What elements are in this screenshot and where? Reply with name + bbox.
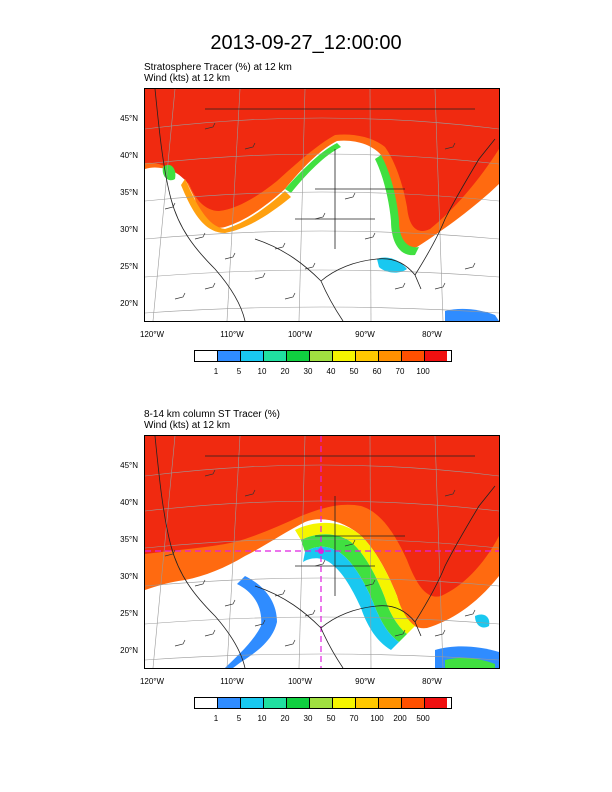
colorbar-swatch	[379, 698, 402, 708]
panel1-tracer-edge-east	[375, 155, 419, 256]
panel1-lat-label: 45°N	[120, 114, 138, 123]
panel2-lon-label: 120°W	[139, 677, 165, 686]
colorbar-swatch	[287, 698, 310, 708]
panel1-tracer-cyan-patch	[377, 257, 407, 273]
panel2-colorbar-label: 20	[280, 714, 290, 723]
panel1-lon-label: 80°W	[422, 330, 442, 339]
panel2-colorbar-label: 30	[303, 714, 313, 723]
panel2-reference-point	[318, 548, 324, 554]
panel1-subtitle-wind: Wind (kts) at 12 km	[144, 73, 231, 84]
panel2-lat-label: 45°N	[120, 461, 138, 470]
colorbar-swatch	[333, 351, 356, 361]
panel1-coastlines	[154, 89, 496, 321]
panel1-subtitle-tracer: Stratosphere Tracer (%) at 12 km	[144, 62, 292, 73]
panel1-colorbar-label: 1	[213, 367, 219, 376]
panel2-colorbar	[194, 697, 452, 709]
panel2-tracer-blue-arm	[225, 576, 277, 668]
plot-title: 2013-09-27_12:00:00	[210, 32, 402, 54]
panel2-colorbar-label: 200	[393, 714, 407, 723]
colorbar-swatch	[264, 698, 287, 708]
panel2-colorbar-label: 50	[326, 714, 336, 723]
panel2-lat-label: 40°N	[120, 498, 138, 507]
panel2-tracer-cyan-patch-southeast	[475, 614, 490, 628]
panel1-colorbar-label: 40	[326, 367, 336, 376]
colorbar-swatch	[287, 351, 310, 361]
panel1-lon-label: 100°W	[287, 330, 313, 339]
panel1-tracer-blue-patch	[445, 308, 499, 321]
panel1-colorbar-label: 50	[349, 367, 359, 376]
colorbar-swatch	[402, 698, 425, 708]
panel1-tracer-max-region	[145, 89, 499, 231]
colorbar-swatch	[356, 698, 379, 708]
panel1-lat-label: 30°N	[120, 225, 138, 234]
panel1-tracer-edge-green	[285, 143, 341, 193]
panel2-colorbar-label: 10	[257, 714, 267, 723]
colorbar-swatch	[333, 698, 356, 708]
colorbar-swatch	[425, 351, 447, 361]
panel2-colorbar-label: 5	[236, 714, 242, 723]
panel1-colorbar-label: 20	[280, 367, 290, 376]
panel2-wind-barbs	[164, 469, 476, 647]
panel2-map-svg	[145, 436, 499, 668]
panel1-lat-label: 35°N	[120, 188, 138, 197]
panel2-lat-label: 35°N	[120, 535, 138, 544]
colorbar-swatch	[356, 351, 379, 361]
panel1-colorbar-label: 30	[303, 367, 313, 376]
panel1-colorbar-label: 10	[257, 367, 267, 376]
colorbar-swatch	[264, 351, 287, 361]
panel2-lon-label: 110°W	[220, 677, 244, 686]
colorbar-swatch	[402, 351, 425, 361]
colorbar-swatch	[425, 698, 447, 708]
panel2-lat-label: 30°N	[120, 572, 138, 581]
panel2-tracer-max-region	[145, 436, 499, 597]
panel2-subtitle-tracer: 8-14 km column ST Tracer (%)	[144, 409, 280, 420]
panel1-tracer-edge-west	[181, 179, 291, 233]
panel2-colorbar-label: 500	[416, 714, 430, 723]
panel2-lat-label: 20°N	[120, 646, 138, 655]
panel1-colorbar-label: 100	[416, 367, 430, 376]
colorbar-swatch	[195, 698, 218, 708]
panel1-colorbar-label: 60	[372, 367, 382, 376]
colorbar-swatch	[310, 698, 333, 708]
panel2-subtitle-wind: Wind (kts) at 12 km	[144, 420, 231, 431]
panel2-graticule	[145, 436, 499, 668]
panel2-colorbar-label: 70	[349, 714, 359, 723]
panel1-graticule	[145, 89, 499, 321]
panel2-tracer-green-band	[301, 534, 407, 642]
panel2-lon-label: 90°W	[355, 677, 375, 686]
colorbar-swatch	[379, 351, 402, 361]
panel1-map	[144, 88, 500, 322]
colorbar-swatch	[218, 351, 241, 361]
panel2-colorbar-label: 100	[370, 714, 384, 723]
panel2-lat-label: 25°N	[120, 609, 138, 618]
colorbar-swatch	[241, 351, 264, 361]
panel1-lon-label: 110°W	[220, 330, 244, 339]
panel2-lon-label: 100°W	[287, 677, 313, 686]
panel1-colorbar	[194, 350, 452, 362]
panel1-lat-label: 25°N	[120, 262, 138, 271]
panel1-lat-label: 40°N	[120, 151, 138, 160]
panel2-coastlines	[154, 436, 496, 668]
panel2-tracer-green-patch-south	[445, 657, 495, 668]
panel2-colorbar-label: 1	[213, 714, 219, 723]
panel2-tracer-yellow-band	[295, 522, 415, 634]
panel1-lon-label: 90°W	[355, 330, 375, 339]
panel1-lon-label: 120°W	[139, 330, 165, 339]
panel1-colorbar-label: 5	[236, 367, 242, 376]
panel1-lat-label: 20°N	[120, 299, 138, 308]
panel1-colorbar-label: 70	[395, 367, 405, 376]
panel2-map	[144, 435, 500, 669]
panel1-map-svg	[145, 89, 499, 321]
colorbar-swatch	[310, 351, 333, 361]
colorbar-swatch	[241, 698, 264, 708]
panel2-tracer-cyan-band	[303, 546, 399, 650]
panel1-wind-barbs	[164, 122, 476, 300]
colorbar-swatch	[218, 698, 241, 708]
panel2-lon-label: 80°W	[422, 677, 442, 686]
colorbar-swatch	[195, 351, 218, 361]
